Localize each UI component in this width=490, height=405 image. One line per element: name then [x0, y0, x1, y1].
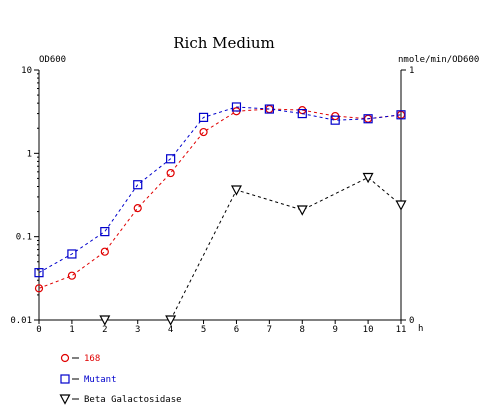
data-point — [330, 115, 340, 125]
x-tick-label: 8 — [300, 325, 305, 335]
chart-title: Rich Medium — [173, 34, 274, 52]
x-tick-label: 10 — [363, 325, 374, 335]
x-axis-unit-label: h — [418, 324, 423, 334]
legend: 168 Mutant Beta Galactosidase — [59, 353, 182, 405]
y-left-tick-label: 10 — [21, 66, 32, 76]
data-point — [362, 172, 374, 184]
series-1 — [34, 102, 406, 278]
legend-item: Beta Galactosidase — [59, 394, 182, 405]
data-point — [198, 112, 209, 122]
x-tick-label: 0 — [36, 325, 41, 335]
x-tick-label: 5 — [201, 325, 206, 335]
series-0 — [34, 104, 406, 293]
data-point — [231, 102, 242, 112]
x-tick-label: 6 — [234, 325, 239, 335]
data-point — [296, 205, 308, 216]
x-tick-label: 3 — [135, 325, 140, 335]
series-layer — [34, 102, 407, 326]
x-tick-label: 4 — [168, 325, 173, 335]
data-point — [395, 200, 407, 211]
legend-marker — [60, 353, 70, 363]
legend-label: Beta Galactosidase — [84, 395, 182, 405]
series-line — [104, 176, 402, 321]
x-tick-label: 9 — [332, 325, 337, 335]
data-point — [34, 268, 44, 278]
y-left-tick-label: 0.1 — [16, 233, 32, 243]
y-left-axis-label: OD600 — [39, 55, 66, 65]
data-point — [34, 284, 44, 293]
series-line — [38, 108, 402, 289]
legend-label: Mutant — [84, 375, 117, 385]
data-point — [165, 315, 177, 326]
legend-label: 168 — [84, 354, 100, 364]
y-right-axis-label: nmole/min/OD600 — [398, 55, 479, 65]
x-tick-label: 1 — [69, 325, 74, 335]
data-point — [67, 271, 77, 280]
data-point — [363, 114, 373, 124]
series-line — [38, 106, 402, 274]
data-point — [99, 315, 111, 326]
data-point — [100, 227, 110, 237]
x-tick-label: 2 — [102, 325, 107, 335]
data-point — [264, 104, 274, 114]
legend-marker — [59, 394, 71, 405]
x-tick-label: 11 — [396, 325, 407, 335]
data-point — [230, 185, 242, 196]
data-point — [166, 154, 176, 164]
data-point — [133, 180, 143, 190]
data-point — [100, 247, 109, 256]
data-point — [166, 168, 175, 178]
y-left-tick-label: 0.01 — [10, 316, 32, 326]
legend-item: Mutant — [60, 374, 117, 385]
data-point — [199, 127, 208, 137]
y-right-tick-label: 0 — [409, 316, 414, 326]
axes: 0 1 2 3 4 5 6 7 8 9 10 11 0.01 0.1 1 10 0 1 — [10, 66, 414, 335]
y-left-tick-label: 1 — [27, 149, 32, 159]
legend-item: 168 — [60, 353, 100, 364]
data-point — [297, 108, 307, 119]
series-2 — [99, 172, 407, 326]
data-point — [396, 110, 406, 120]
legend-marker — [60, 374, 70, 384]
y-right-tick-label: 1 — [409, 66, 414, 76]
data-point — [67, 249, 77, 259]
data-point — [133, 204, 142, 213]
x-tick-label: 7 — [267, 325, 272, 335]
